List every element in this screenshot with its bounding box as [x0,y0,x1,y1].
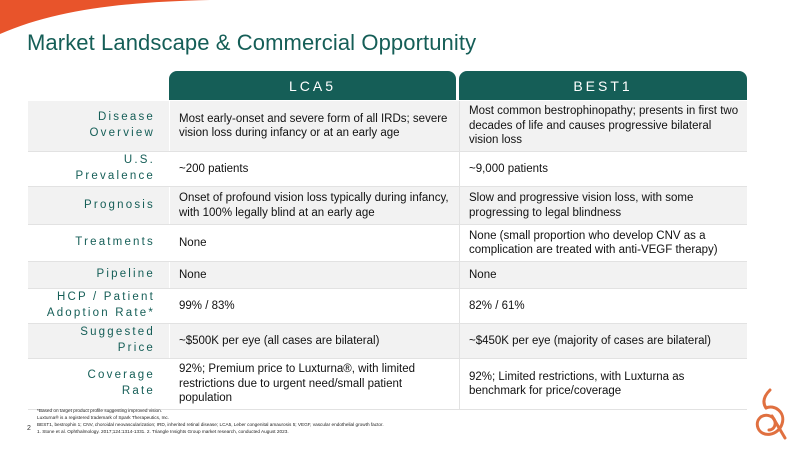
footnote: Luxturna® is a registered trademark of S… [37,415,170,421]
accent-swoosh [0,0,210,34]
cell-lca5: None [169,225,459,261]
row-label: U.S. Prevalence [28,152,169,186]
row-label: Pipeline [28,262,169,288]
table-row: HCP / Patient Adoption Rate* 99% / 83% 82% … [28,289,747,324]
cell-lca5: 92%; Premium price to Luxturna®, with li… [169,359,459,409]
row-label-line: Adoption Rate* [46,307,155,319]
table-row: Prognosis Onset of profound vision loss t… [28,187,747,225]
cell-best1: Slow and progressive vision loss, with s… [459,187,747,224]
comparison-table: Disease Overview Most early-onset and seve… [28,101,747,410]
row-label: Suggested Price [28,324,169,358]
column-header-best1: BEST1 [459,71,747,100]
table-row: Disease Overview Most early-onset and seve… [28,101,747,152]
row-label-line: Rate [121,385,155,397]
row-label-line: Price [117,342,155,354]
row-label-line: U.S. [123,154,155,167]
footnote: *Based on target product profile suggest… [37,408,163,413]
row-label-line: Coverage [87,369,155,382]
row-label: Treatments [28,225,169,261]
row-label-line: Prognosis [84,198,155,211]
cell-lca5: 99% / 83% [169,289,459,323]
cell-lca5: Most early-onset and severe form of all … [169,101,459,151]
cell-best1: None [459,262,747,288]
table-row: Coverage Rate 92%; Premium price to Luxtur… [28,359,747,410]
footnote: BEST1, bestrophin 1; CNV, choroidal neov… [37,422,384,428]
page-number: 2 [27,425,31,432]
row-label-line: HCP / Patient [56,291,155,304]
cell-best1: ~$450K per eye (majority of cases are bi… [459,324,747,358]
company-logo-icon [755,388,787,440]
row-label: Coverage Rate [28,359,169,409]
cell-best1: Most common bestrophinopathy; presents i… [459,101,747,151]
row-label-line: Overview [89,127,155,139]
cell-lca5: ~$500K per eye (all cases are bilateral) [169,324,459,358]
cell-lca5: None [169,262,459,288]
cell-best1: ~9,000 patients [459,152,747,186]
footnote: 1. Stone et al. Ophthalmology. 2017;124:… [37,429,289,435]
page-title: Market Landscape & Commercial Opportunit… [27,30,477,55]
cell-best1: None (small proportion who develop CNV a… [459,225,747,261]
table-row: U.S. Prevalence ~200 patients ~9,000 patien… [28,152,747,187]
row-label-line: Disease [98,111,155,124]
cell-lca5: Onset of profound vision loss typically … [169,187,459,224]
cell-best1: 82% / 61% [459,289,747,323]
row-label: Disease Overview [28,101,169,151]
row-label: Prognosis [28,187,169,224]
table-row: Suggested Price ~$500K per eye (all cases … [28,324,747,359]
column-header-lca5: LCA5 [169,71,456,100]
footnotes: *Based on target product profile suggest… [37,407,597,435]
row-label-line: Prevalence [75,170,155,182]
table-row: Pipeline None None [28,262,747,289]
row-label-line: Suggested [80,326,155,339]
cell-best1: 92%; Limited restrictions, with Luxturna… [459,359,747,409]
row-label: HCP / Patient Adoption Rate* [28,289,169,323]
row-label-line: Treatments [75,236,155,249]
cell-lca5: ~200 patients [169,152,459,186]
table-row: Treatments None None (small proportion who… [28,225,747,262]
row-label-line: Pipeline [96,268,155,281]
